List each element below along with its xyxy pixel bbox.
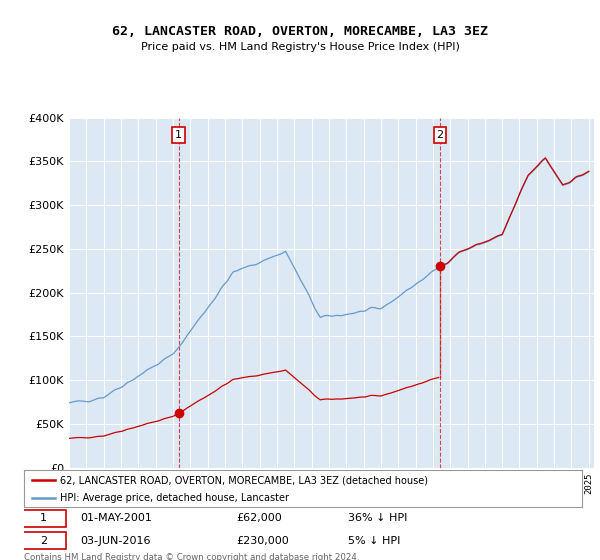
Text: 36% ↓ HPI: 36% ↓ HPI	[347, 514, 407, 524]
Text: HPI: Average price, detached house, Lancaster: HPI: Average price, detached house, Lanc…	[60, 493, 289, 503]
Text: Contains HM Land Registry data © Crown copyright and database right 2024.
This d: Contains HM Land Registry data © Crown c…	[24, 553, 359, 560]
Text: 03-JUN-2016: 03-JUN-2016	[80, 536, 151, 546]
Text: 1: 1	[40, 514, 47, 524]
Text: 01-MAY-2001: 01-MAY-2001	[80, 514, 152, 524]
Text: 2: 2	[437, 130, 444, 140]
Text: £62,000: £62,000	[236, 514, 282, 524]
Text: 2: 2	[40, 536, 47, 546]
Text: £230,000: £230,000	[236, 536, 289, 546]
Text: 1: 1	[175, 130, 182, 140]
Text: 62, LANCASTER ROAD, OVERTON, MORECAMBE, LA3 3EZ (detached house): 62, LANCASTER ROAD, OVERTON, MORECAMBE, …	[60, 475, 428, 485]
Text: 62, LANCASTER ROAD, OVERTON, MORECAMBE, LA3 3EZ: 62, LANCASTER ROAD, OVERTON, MORECAMBE, …	[112, 25, 488, 38]
Text: Price paid vs. HM Land Registry's House Price Index (HPI): Price paid vs. HM Land Registry's House …	[140, 42, 460, 52]
FancyBboxPatch shape	[21, 510, 66, 527]
FancyBboxPatch shape	[21, 532, 66, 549]
Text: 5% ↓ HPI: 5% ↓ HPI	[347, 536, 400, 546]
